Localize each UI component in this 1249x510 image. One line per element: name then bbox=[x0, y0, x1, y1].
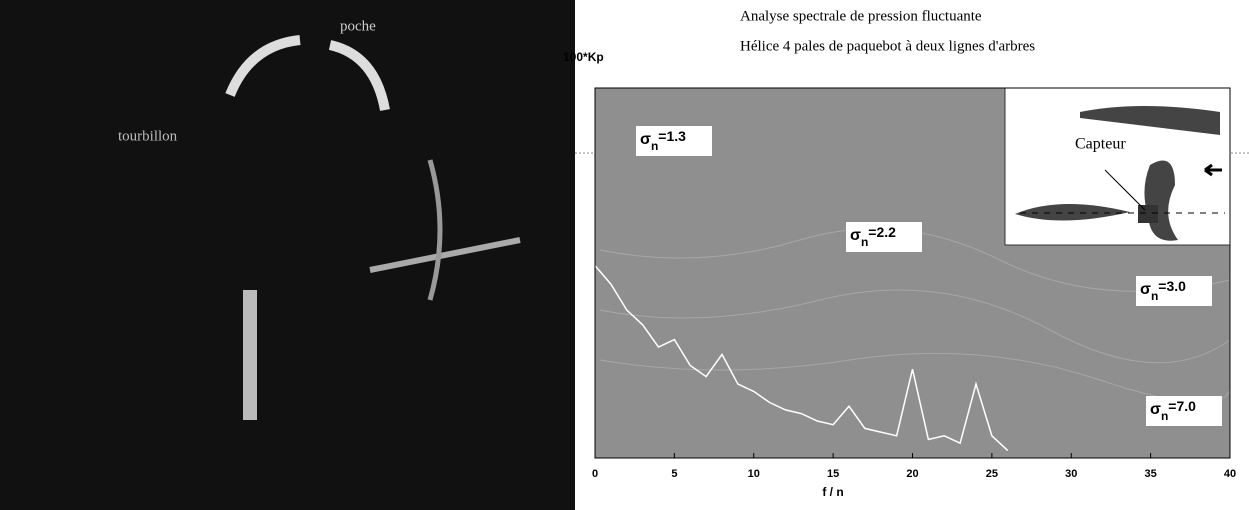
annotation-text: =1.3 bbox=[658, 128, 686, 144]
annotation-box bbox=[636, 126, 712, 156]
annotation-subscript: n bbox=[651, 139, 658, 153]
photo-shapes bbox=[225, 35, 521, 420]
annotation-symbol: σ bbox=[850, 227, 861, 244]
y-axis-label: 100*Kp bbox=[563, 50, 604, 64]
annotation-subscript: n bbox=[1161, 409, 1168, 423]
annotation: σn=3.0 bbox=[1140, 278, 1186, 303]
annotation-text: =7.0 bbox=[1168, 398, 1196, 414]
annotation: σn=7.0 bbox=[1150, 398, 1196, 423]
x-tick-label: 0 bbox=[592, 468, 598, 480]
annotation: σn=2.2 bbox=[850, 224, 896, 249]
x-tick-label: 35 bbox=[1145, 468, 1157, 480]
photo-label: poche bbox=[340, 18, 376, 34]
x-tick-label: 5 bbox=[671, 468, 677, 480]
annotation-symbol: σ bbox=[640, 131, 651, 148]
x-tick-label: 25 bbox=[986, 468, 998, 480]
annotation-text: =2.2 bbox=[868, 224, 896, 240]
annotation-box bbox=[1136, 276, 1212, 306]
x-tick-label: 10 bbox=[748, 468, 760, 480]
chart-subtitle: Hélice 4 pales de paquebot à deux lignes… bbox=[740, 38, 1035, 54]
annotation-symbol: σ bbox=[1150, 401, 1161, 418]
data-line bbox=[594, 265, 1009, 452]
inset: Capteur bbox=[1004, 87, 1231, 246]
chart-title: Analyse spectrale de pression fluctuante bbox=[740, 8, 982, 24]
annotation-symbol: σ bbox=[1140, 281, 1151, 298]
inset-label: Capteur bbox=[1075, 136, 1126, 153]
photo bbox=[0, 0, 575, 510]
annotation-subscript: n bbox=[1151, 289, 1158, 303]
x-axis-label: f / n bbox=[822, 485, 843, 499]
plot-frame bbox=[594, 87, 1231, 459]
x-tick-label: 40 bbox=[1224, 468, 1236, 480]
annotation: σn=1.3 bbox=[640, 128, 686, 153]
x-tick-label: 30 bbox=[1065, 468, 1077, 480]
x-tick-label: 15 bbox=[827, 468, 839, 480]
annotation-box bbox=[1146, 396, 1222, 426]
photo-label: tourbillon bbox=[118, 128, 178, 144]
annotation-text: =3.0 bbox=[1158, 278, 1186, 294]
annotation-subscript: n bbox=[861, 235, 868, 249]
x-tick-label: 20 bbox=[906, 468, 918, 480]
annotation-box bbox=[846, 222, 922, 252]
